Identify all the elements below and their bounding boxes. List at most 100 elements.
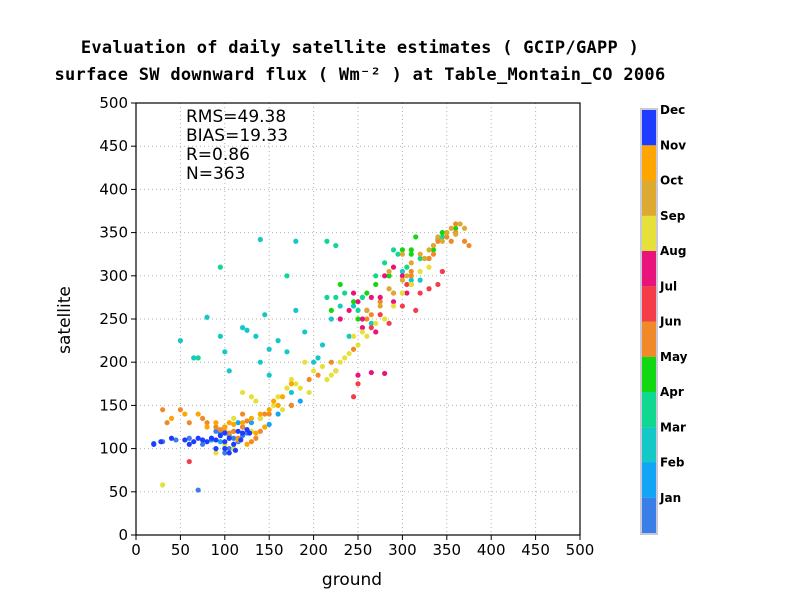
data-point-nov xyxy=(222,424,228,430)
data-point-dec xyxy=(213,446,219,452)
data-point-sep xyxy=(160,482,166,488)
data-point-apr xyxy=(324,238,330,244)
data-point-mar xyxy=(226,368,232,374)
data-point-oct xyxy=(430,242,437,249)
data-point-nov xyxy=(288,381,294,387)
data-point-aug xyxy=(382,273,388,279)
data-point-mar xyxy=(275,338,281,344)
data-point-sep xyxy=(253,398,259,404)
data-point-jun xyxy=(253,435,259,441)
data-point-nov xyxy=(279,394,286,400)
data-point-nov xyxy=(226,420,232,426)
data-point-sep xyxy=(337,359,343,365)
data-point-nov xyxy=(248,415,255,421)
data-point-jun xyxy=(266,411,272,417)
x-tick-label: 450 xyxy=(521,541,550,559)
data-point-nov xyxy=(231,421,237,428)
data-point-aug xyxy=(390,264,397,270)
data-point-jun xyxy=(466,242,472,249)
data-point-dec xyxy=(191,439,197,445)
data-point-sep xyxy=(306,389,312,396)
data-point-oct xyxy=(404,273,410,279)
data-point-mar xyxy=(284,349,290,355)
data-point-may xyxy=(408,251,414,257)
data-point-jun xyxy=(430,251,437,257)
data-point-dec xyxy=(151,441,157,447)
data-point-jun xyxy=(239,411,246,417)
data-point-feb xyxy=(275,411,281,417)
data-point-mar xyxy=(191,355,197,361)
data-point-dec xyxy=(217,433,223,439)
data-point-mar xyxy=(253,333,259,339)
data-point-may xyxy=(386,273,392,279)
data-point-dec xyxy=(222,439,228,445)
data-point-jul xyxy=(377,312,383,318)
data-point-may xyxy=(328,307,334,313)
data-point-jul xyxy=(350,394,357,400)
data-point-jul xyxy=(413,307,419,313)
y-axis-label: satellite xyxy=(55,286,75,354)
grid xyxy=(136,103,580,535)
data-point-oct xyxy=(444,230,450,236)
data-point-sep xyxy=(382,316,388,322)
data-point-jul xyxy=(439,268,445,275)
data-point-mar xyxy=(244,327,250,333)
data-point-mar xyxy=(302,329,308,335)
data-point-may xyxy=(430,247,437,253)
colorbar-swatch-oct xyxy=(642,180,656,216)
data-point-sep xyxy=(346,350,352,357)
data-point-apr xyxy=(355,307,361,313)
data-point-sep xyxy=(213,450,219,456)
data-point-jul xyxy=(386,320,392,326)
data-point-jun xyxy=(315,372,321,378)
data-point-jun xyxy=(177,407,183,413)
data-point-apr xyxy=(439,234,445,240)
colorbar-label-apr: Apr xyxy=(660,385,684,399)
data-point-jun xyxy=(426,255,432,262)
chart-title: Evaluation of daily satellite estimates … xyxy=(80,38,640,58)
data-point-jul xyxy=(355,381,361,387)
colorbar-swatch-feb xyxy=(642,462,656,498)
data-point-aug xyxy=(382,370,388,377)
data-point-jun xyxy=(239,424,246,430)
data-point-apr xyxy=(195,355,201,361)
data-point-jun xyxy=(435,238,441,244)
colorbar-swatch-mar xyxy=(642,427,656,463)
data-point-mar xyxy=(204,314,210,320)
x-tick-label: 400 xyxy=(477,541,506,559)
stat-n: N=363 xyxy=(186,164,246,184)
data-point-nov xyxy=(204,424,210,430)
data-point-jun xyxy=(204,420,210,426)
data-point-mar xyxy=(257,236,263,243)
data-point-sep xyxy=(239,389,246,396)
y-tick-label: 0 xyxy=(118,526,128,544)
data-point-dec xyxy=(247,430,253,436)
data-point-sep xyxy=(279,407,286,413)
data-point-mar xyxy=(217,333,223,339)
data-point-jun xyxy=(288,402,294,408)
data-point-jun xyxy=(160,407,166,413)
data-point-jul xyxy=(368,325,374,331)
data-point-jul xyxy=(404,281,410,288)
data-point-mar xyxy=(311,359,317,365)
stat-r: R=0.86 xyxy=(186,145,250,165)
data-point-jun xyxy=(231,428,237,434)
data-point-dec xyxy=(208,435,215,441)
y-tick-label: 150 xyxy=(99,396,128,414)
colorbar-swatch-aug xyxy=(642,251,656,287)
x-tick-label: 0 xyxy=(131,541,141,559)
colorbar-swatch-jun xyxy=(642,321,656,357)
data-point-sep xyxy=(355,342,361,348)
data-point-sep xyxy=(288,376,294,383)
data-point-sep xyxy=(390,303,397,309)
data-point-nov xyxy=(195,411,201,417)
data-point-jul xyxy=(186,458,192,465)
data-point-aug xyxy=(346,307,352,313)
data-point-oct xyxy=(399,251,405,257)
data-point-jan xyxy=(200,441,206,447)
data-point-apr xyxy=(359,294,366,300)
data-point-jun xyxy=(226,430,232,436)
data-point-mar xyxy=(266,372,272,378)
data-point-jul xyxy=(399,303,405,309)
data-point-dec xyxy=(168,435,175,441)
